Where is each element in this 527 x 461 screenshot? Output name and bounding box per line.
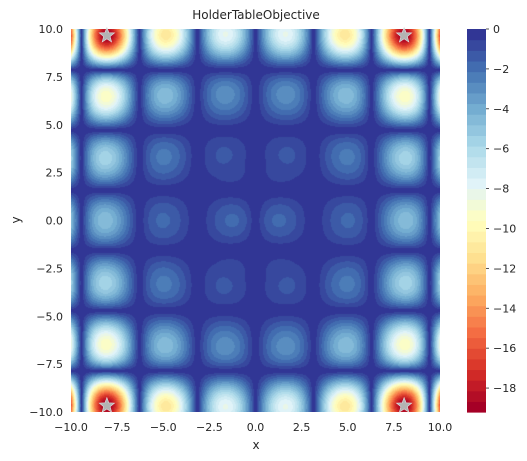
y-axis-label: y: [9, 216, 23, 223]
colorbar-tick-label: −8: [493, 183, 509, 196]
colorbar-band: [467, 326, 486, 339]
colorbar-band: [467, 60, 486, 73]
colorbar-band: [467, 188, 486, 200]
x-axis-label: x: [252, 438, 259, 452]
y-tick-label: 7.5: [46, 71, 64, 84]
x-tick-label: −7.5: [104, 421, 131, 434]
x-tick-label: 10.0: [428, 421, 453, 434]
colorbar-band: [467, 167, 486, 179]
colorbar-tick-label: −12: [493, 262, 516, 275]
colorbar-band: [467, 316, 486, 328]
y-tick-label: −2.5: [36, 262, 63, 275]
minimum-star-marker: [98, 26, 116, 43]
colorbar-band: [467, 380, 486, 392]
colorbar-tick-label: −16: [493, 342, 516, 355]
colorbar-tick-label: −14: [493, 302, 516, 315]
colorbar-band: [467, 305, 486, 317]
colorbar-band: [467, 103, 486, 115]
x-tick-label: −10.0: [54, 421, 88, 434]
colorbar-ticks: 0 −2 −4 −6 −8 −10 −12 −14 −16 −18: [486, 23, 516, 395]
colorbar-tick-label: −6: [493, 143, 509, 156]
y-tick-label: 0.0: [46, 215, 64, 228]
colorbar-band: [467, 156, 486, 168]
colorbar-band: [467, 252, 486, 264]
colorbar-band: [467, 146, 486, 158]
colorbar-band: [467, 50, 486, 62]
colorbar-band: [467, 273, 486, 285]
contour-fill: [71, 29, 440, 412]
colorbar-band: [467, 220, 486, 232]
colorbar-tick-label: −2: [493, 63, 509, 76]
colorbar-band: [467, 29, 486, 41]
contour-plot-area: [71, 29, 440, 412]
colorbar-tick-label: −10: [493, 222, 516, 235]
minimum-star-marker: [98, 396, 116, 413]
y-tick-label: 10.0: [39, 23, 64, 36]
colorbar-band: [467, 369, 486, 381]
minimum-star-marker: [395, 396, 413, 413]
x-tick-label: 0.0: [247, 421, 265, 434]
colorbar-band: [467, 71, 486, 83]
colorbar-tick-label: 0: [493, 23, 500, 36]
colorbar-band: [467, 337, 486, 349]
colorbar: [467, 29, 486, 413]
x-tick-label: 5.0: [339, 421, 357, 434]
y-tick-label: 2.5: [46, 167, 64, 180]
colorbar-band: [467, 231, 486, 243]
x-axis-ticks: −10.0 −7.5 −5.0 −2.5 0.0 2.5 5.0 7.5 10.0: [54, 421, 452, 434]
colorbar-band: [467, 135, 486, 147]
colorbar-band: [467, 199, 486, 211]
colorbar-band: [467, 92, 486, 105]
colorbar-band: [467, 39, 486, 51]
x-tick-label: −5.0: [150, 421, 177, 434]
colorbar-band: [467, 348, 486, 360]
colorbar-band: [467, 114, 486, 126]
colorbar-band: [467, 358, 486, 371]
colorbar-band: [467, 124, 486, 136]
colorbar-band: [467, 177, 486, 190]
colorbar-band: [467, 401, 486, 413]
minima-markers: [98, 26, 413, 413]
colorbar-band: [467, 294, 486, 307]
colorbar-band: [467, 263, 486, 275]
colorbar-band: [467, 82, 486, 94]
y-tick-label: −7.5: [36, 358, 63, 371]
y-axis-ticks: −10.0 −7.5 −5.0 −2.5 0.0 2.5 5.0 7.5 10.0: [29, 23, 63, 419]
x-tick-label: 2.5: [293, 421, 311, 434]
colorbar-tick-label: −18: [493, 382, 516, 395]
colorbar-band: [467, 209, 486, 222]
colorbar-band: [467, 390, 486, 402]
chart-title: HolderTableObjective: [192, 8, 320, 22]
x-tick-label: −2.5: [196, 421, 223, 434]
y-tick-label: −5.0: [36, 310, 63, 323]
x-tick-label: 7.5: [385, 421, 403, 434]
y-tick-label: 5.0: [46, 119, 64, 132]
colorbar-band: [467, 284, 486, 296]
colorbar-band: [467, 241, 486, 254]
colorbar-tick-label: −4: [493, 103, 509, 116]
minimum-star-marker: [395, 26, 413, 43]
y-tick-label: −10.0: [29, 406, 63, 419]
